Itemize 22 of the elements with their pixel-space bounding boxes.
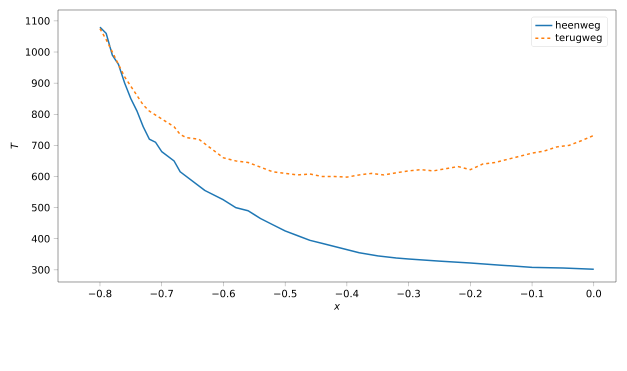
x-axis-title: x	[334, 304, 340, 310]
x-tick-label: −0.4	[336, 290, 358, 298]
x-tick-label: 0.0	[586, 290, 602, 298]
y-tick-label: 600	[32, 172, 50, 180]
y-tick-label: 700	[32, 142, 50, 150]
legend-label: terugweg	[555, 34, 602, 44]
y-axis-title: T	[10, 142, 18, 149]
x-tick-label: −0.1	[521, 290, 544, 298]
y-tick-label: 1100	[26, 17, 50, 25]
y-tick-label: 500	[32, 204, 50, 212]
x-tick-label: −0.8	[88, 290, 112, 298]
x-tick-label: −0.6	[212, 290, 235, 298]
x-tick-label: −0.5	[274, 290, 296, 298]
y-tick-label: 900	[32, 79, 50, 87]
x-tick-label: −0.2	[459, 290, 482, 298]
x-tick-label: −0.7	[150, 290, 173, 298]
y-tick-label: 300	[32, 266, 50, 274]
y-tick-label: 800	[32, 110, 50, 118]
x-tick-label: −0.3	[398, 290, 420, 298]
y-tick-label: 1000	[26, 48, 50, 56]
y-tick-label: 400	[32, 234, 50, 243]
legend-label: heenweg	[556, 20, 600, 31]
